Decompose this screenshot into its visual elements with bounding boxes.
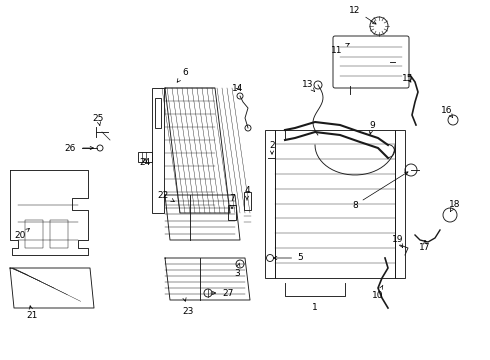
Text: 9: 9 bbox=[369, 121, 375, 134]
Text: 18: 18 bbox=[449, 199, 461, 211]
Text: 25: 25 bbox=[92, 113, 104, 125]
Text: 7: 7 bbox=[229, 194, 235, 208]
Text: 10: 10 bbox=[372, 285, 384, 300]
Text: 13: 13 bbox=[302, 80, 315, 91]
Text: 22: 22 bbox=[157, 190, 174, 202]
Bar bbox=[50, 220, 68, 248]
Text: 21: 21 bbox=[26, 306, 38, 320]
Text: 4: 4 bbox=[244, 185, 250, 200]
Bar bbox=[25, 220, 43, 248]
Bar bbox=[244, 192, 251, 210]
Text: 15: 15 bbox=[402, 73, 414, 82]
Bar bbox=[138, 152, 152, 162]
Text: 6: 6 bbox=[177, 68, 188, 82]
Text: 23: 23 bbox=[182, 298, 194, 316]
Text: 11: 11 bbox=[331, 43, 349, 54]
Text: 19: 19 bbox=[392, 235, 404, 247]
Text: 3: 3 bbox=[234, 263, 240, 278]
Text: 14: 14 bbox=[232, 84, 244, 93]
Text: 27: 27 bbox=[211, 288, 233, 297]
Bar bbox=[395, 130, 405, 278]
Text: 8: 8 bbox=[352, 172, 408, 210]
Text: 24: 24 bbox=[139, 158, 150, 166]
Text: 26: 26 bbox=[64, 144, 75, 153]
Text: 2: 2 bbox=[269, 140, 275, 154]
Text: 1: 1 bbox=[312, 303, 318, 312]
Bar bbox=[265, 130, 275, 278]
Text: 17: 17 bbox=[419, 240, 431, 252]
Bar bbox=[155, 98, 161, 128]
Text: 20: 20 bbox=[14, 229, 29, 240]
Text: 16: 16 bbox=[441, 105, 453, 117]
Bar bbox=[152, 88, 164, 213]
Bar bbox=[228, 205, 236, 220]
Bar bbox=[275, 130, 395, 278]
Text: 12: 12 bbox=[349, 5, 376, 24]
Text: 5: 5 bbox=[273, 253, 303, 262]
